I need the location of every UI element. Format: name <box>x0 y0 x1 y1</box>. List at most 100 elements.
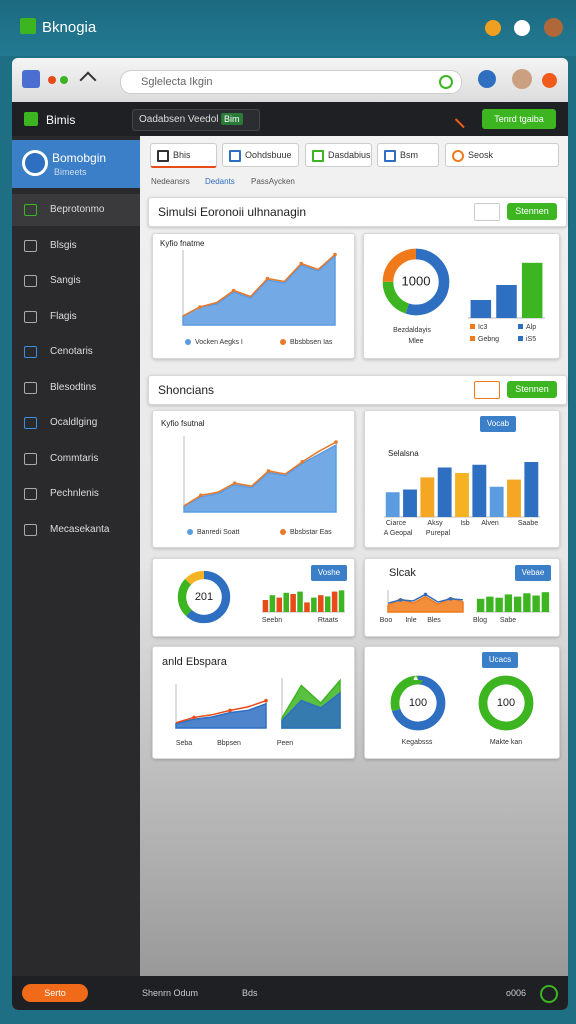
nav-label: Beprotonmo <box>50 204 105 215</box>
footer-item[interactable]: Bds <box>242 988 258 998</box>
tab[interactable]: Nedeansrs <box>151 177 190 186</box>
dropdown[interactable]: Oadabsen Veedol Bim <box>132 109 260 131</box>
widget-card <box>152 646 355 759</box>
widget-card <box>364 646 560 759</box>
filter-icon <box>229 150 241 162</box>
nav-label: Blsgis <box>50 239 77 251</box>
nav-icon <box>24 381 37 394</box>
section-button[interactable]: Stennen <box>507 203 557 220</box>
section-header: Simulsi Eoronoii ulhnanagin Stennen <box>148 197 567 227</box>
avatar[interactable] <box>544 18 563 37</box>
widget-card <box>364 558 560 637</box>
footer-icon[interactable] <box>540 985 558 1003</box>
nav-icon <box>24 488 37 500</box>
sidebar: Bomobgin Bimeets Beprotonmo Blsgis Sangis F… <box>12 136 140 976</box>
nav-icon <box>24 275 37 287</box>
refresh-icon[interactable] <box>474 203 500 221</box>
nav-label: Blesodtins <box>50 381 97 393</box>
nav-icon <box>24 523 37 536</box>
nav-item[interactable]: Cenotaris <box>12 336 140 368</box>
filter-icon <box>312 150 324 162</box>
filter-label: Oohdsbuue <box>245 150 292 160</box>
nav-item[interactable]: Pechnlenis <box>12 478 140 510</box>
nav-item[interactable]: Sangis <box>12 265 140 297</box>
profile-name: Bomobgin <box>52 151 107 165</box>
nav-label: Flagis <box>50 310 77 322</box>
nav-item[interactable]: Ocaldlging <box>12 407 140 439</box>
dot-green[interactable] <box>60 76 68 84</box>
footer-button[interactable]: Serto <box>22 984 88 1002</box>
widget-card <box>152 410 355 548</box>
nav-icon <box>24 239 37 252</box>
filter-icon <box>384 150 396 162</box>
top-nav: Bimis Oadabsen Veedol Bim Tenrd tgaiba <box>12 102 568 136</box>
filter[interactable]: Seosk <box>445 143 559 167</box>
profile[interactable]: Bomobgin Bimeets <box>12 140 140 188</box>
filter[interactable]: Oohdsbuue <box>222 143 299 167</box>
widget-card <box>364 410 560 548</box>
nav-item[interactable]: Flagis <box>12 301 140 333</box>
filter-label: Bhis <box>173 150 191 160</box>
filter-icon <box>452 150 464 162</box>
nav-label: Mecasekanta <box>50 523 110 535</box>
app-logo <box>20 18 36 34</box>
filter[interactable]: Dasdabius <box>305 143 372 167</box>
filter-label: Bsm <box>400 150 418 160</box>
close-icon[interactable] <box>542 73 557 88</box>
dropdown-label: Oadabsen Veedol <box>139 114 219 125</box>
section-header: Shoncians Stennen <box>148 375 567 405</box>
widget-card <box>152 558 355 637</box>
nav-label: Ocaldlging <box>50 417 98 428</box>
reload-icon[interactable] <box>439 75 453 89</box>
filter-label: Seosk <box>468 150 494 160</box>
url-text: Sglelecta Ikgin <box>141 76 213 88</box>
nav-label: Sangis <box>50 275 81 286</box>
nav-item[interactable]: Blesodtins <box>12 372 140 404</box>
nav-label: Cenotaris <box>50 346 93 357</box>
nav-item[interactable]: Mecasekanta <box>12 514 140 546</box>
alert-icon[interactable] <box>474 381 500 399</box>
browser-toolbar: Sglelecta Ikgin <box>12 58 568 102</box>
nav-icon <box>24 452 37 465</box>
url-bar[interactable]: Sglelecta Ikgin <box>120 70 462 94</box>
section-title: Shoncians <box>158 383 215 397</box>
menu-icon[interactable] <box>514 20 530 36</box>
nav-icon <box>24 310 37 323</box>
widget-card <box>152 233 355 359</box>
brand-icon <box>24 112 38 126</box>
footer-item[interactable]: Shenrn Odum <box>142 988 199 998</box>
tab[interactable]: Dedants <box>205 177 235 186</box>
brand: Bimis <box>46 113 76 127</box>
nav-label: Pechnlenis <box>50 488 99 499</box>
tool-icon[interactable] <box>454 109 474 129</box>
dropdown-badge: Bim <box>221 113 243 125</box>
user-icon[interactable] <box>512 69 532 89</box>
nav-item[interactable]: Commtaris <box>12 443 140 475</box>
filter-icon <box>157 150 169 162</box>
section-title: Simulsi Eoronoii ulhnanagin <box>158 205 307 219</box>
nav-label: Commtaris <box>50 452 99 464</box>
browser-logo <box>22 70 40 88</box>
nav-item[interactable]: Beprotonmo <box>12 194 140 226</box>
nav-icon <box>24 417 37 429</box>
nav-icon <box>24 346 37 358</box>
profile-sub: Bimeets <box>54 167 87 177</box>
primary-button[interactable]: Tenrd tgaiba <box>482 109 556 129</box>
footer: Serto Shenrn Odum Bds o006 <box>12 976 568 1010</box>
notify-icon[interactable] <box>485 20 501 36</box>
filter[interactable]: Bhis <box>150 143 217 168</box>
section-button[interactable]: Stennen <box>507 381 557 398</box>
nav-icon <box>24 204 37 216</box>
home-icon[interactable] <box>79 71 97 89</box>
profile-avatar <box>22 150 48 176</box>
nav-item[interactable]: Blsgis <box>12 230 140 262</box>
filter-label: Dasdabius <box>328 150 371 160</box>
tab[interactable]: PassAycken <box>251 177 295 186</box>
footer-status: o006 <box>506 988 527 998</box>
widget-card <box>363 233 560 359</box>
dot-red[interactable] <box>48 76 56 84</box>
app-bar: Bknogia <box>0 0 576 56</box>
ext-icon[interactable] <box>478 70 496 88</box>
filter[interactable]: Bsm <box>377 143 439 167</box>
